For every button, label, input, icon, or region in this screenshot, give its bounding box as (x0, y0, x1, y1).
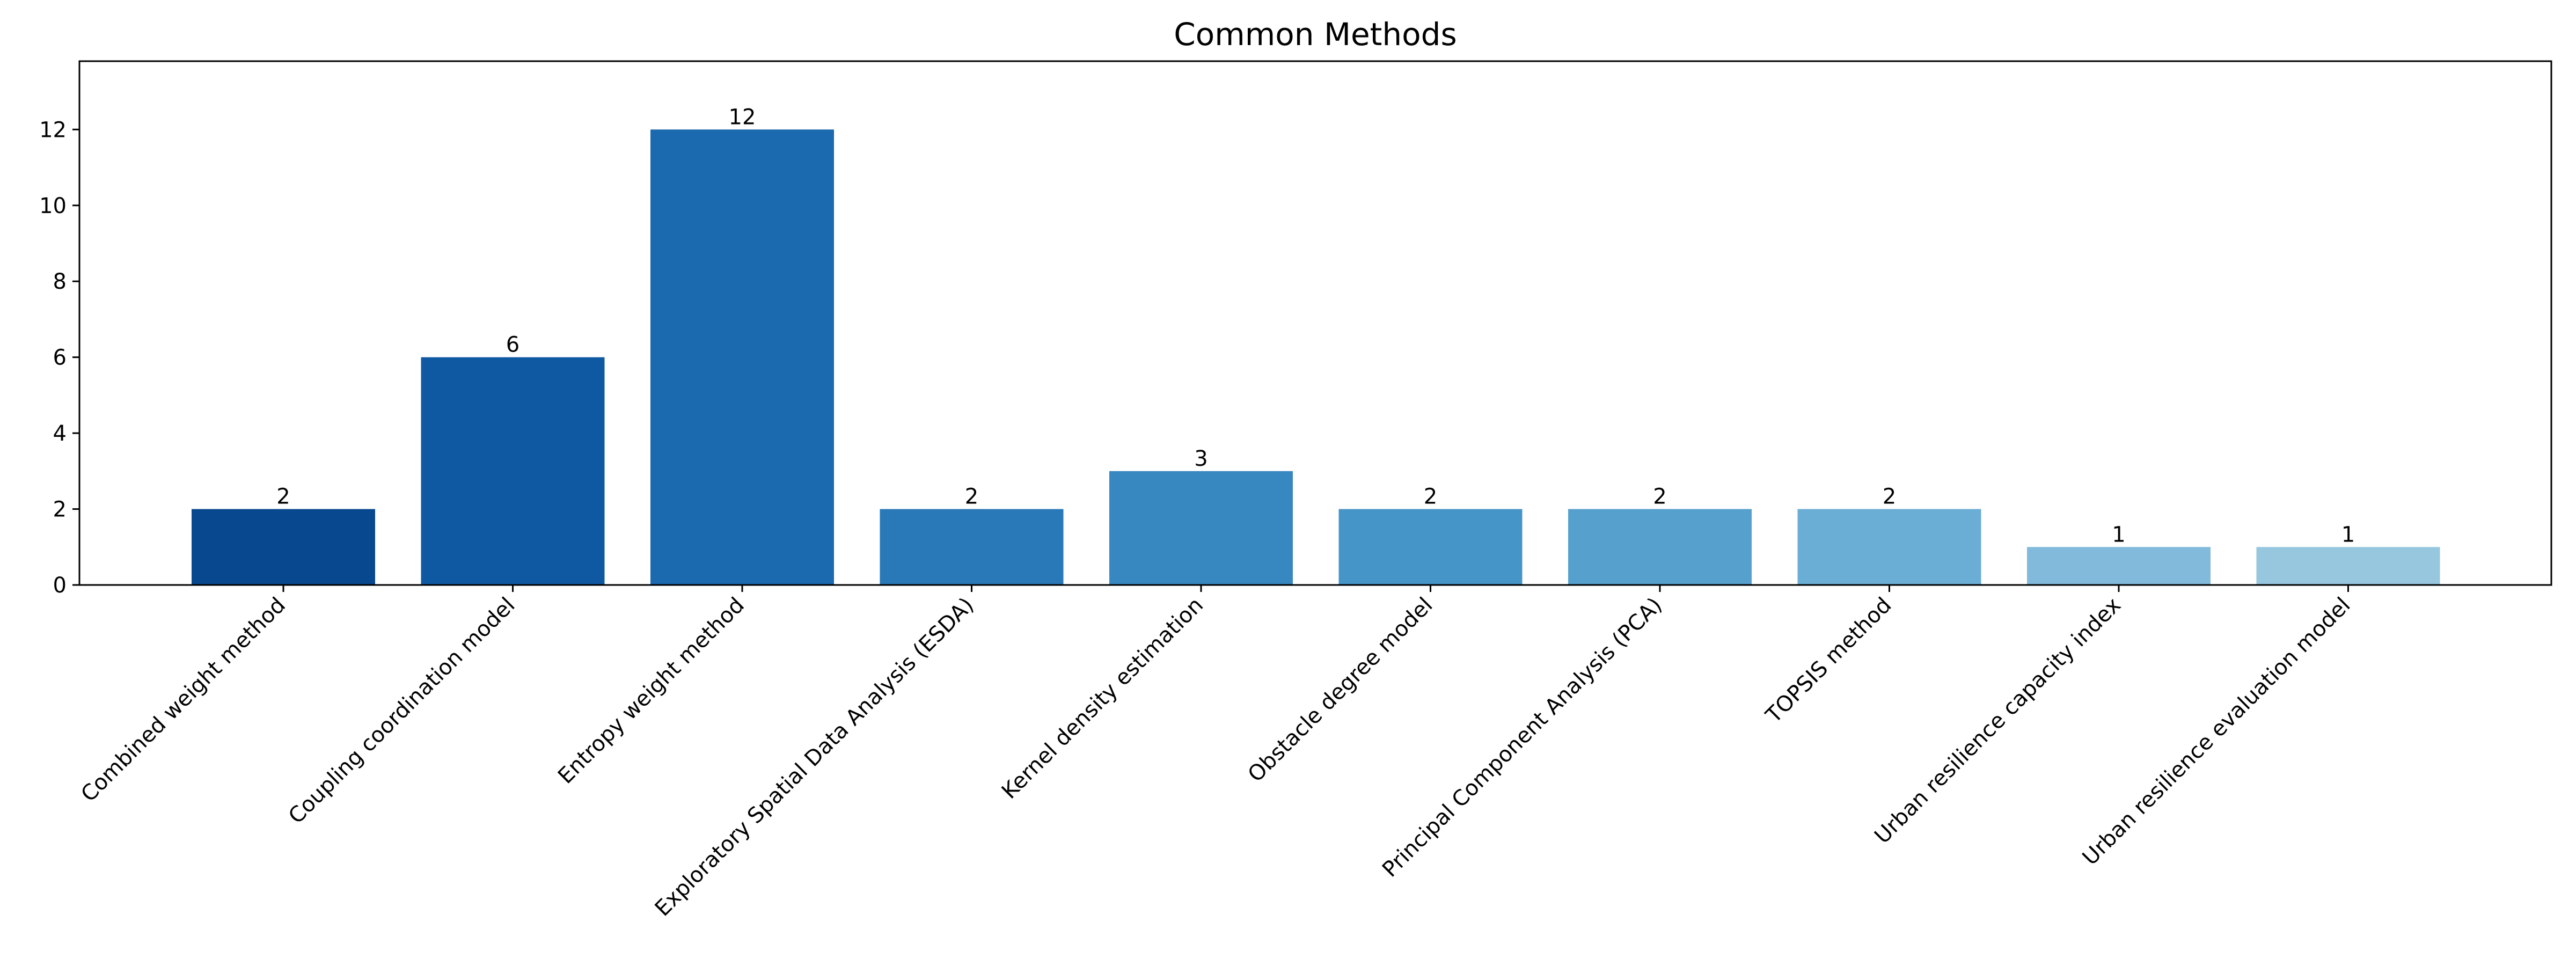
bars-layer (192, 129, 2440, 586)
bar-value-label: 3 (1194, 447, 1208, 471)
bar (2027, 547, 2211, 585)
y-tick-label: 12 (39, 118, 67, 142)
bar-value-label: 2 (276, 485, 290, 509)
y-tick-label: 0 (53, 573, 67, 598)
bar (421, 357, 605, 585)
y-tick-label: 8 (53, 269, 67, 294)
x-tick-label: Principal Component Analysis (PCA) (1378, 593, 1667, 882)
x-tick-label: TOPSIS method (1761, 593, 1896, 728)
bar (192, 509, 375, 585)
bar (2256, 547, 2440, 585)
bar (650, 129, 834, 586)
x-tick-label: Combined weight method (76, 593, 290, 807)
bar-value-label: 2 (1883, 485, 1896, 509)
bar-value-label: 1 (2112, 522, 2125, 547)
bar (880, 509, 1064, 585)
plot-frame (78, 60, 2552, 586)
x-tick-label: Urban resilience evaluation model (2078, 593, 2355, 870)
y-tick-label: 10 (39, 194, 67, 218)
bar-value-label: 2 (965, 485, 978, 509)
bar (1338, 509, 1523, 585)
bar-value-label: 12 (729, 105, 756, 129)
x-tick-label: Obstacle degree model (1243, 593, 1438, 787)
bar (1797, 509, 1981, 585)
bar (1109, 471, 1293, 585)
y-axis: 0 2 4 6 8 10 12 (39, 118, 79, 598)
bar (1568, 509, 1752, 585)
x-tick-label: Entropy weight method (553, 593, 749, 789)
bar-value-label: 2 (1653, 485, 1666, 509)
chart-title: Common Methods (1174, 16, 1457, 53)
x-tick-label: Urban resilience capacity index (1870, 593, 2126, 849)
y-tick-label: 4 (53, 421, 67, 446)
y-tick-label: 2 (53, 497, 67, 522)
x-tick-label: Coupling coordination model (284, 593, 520, 829)
data-labels-layer: 2 6 12 2 3 2 2 2 1 1 (276, 105, 2355, 547)
bar-value-label: 2 (1424, 485, 1437, 509)
bar-value-label: 6 (506, 333, 519, 357)
y-tick-label: 6 (53, 346, 67, 370)
x-tick-label: Kernel density estimation (997, 593, 1208, 804)
bar-value-label: 1 (2341, 522, 2355, 547)
